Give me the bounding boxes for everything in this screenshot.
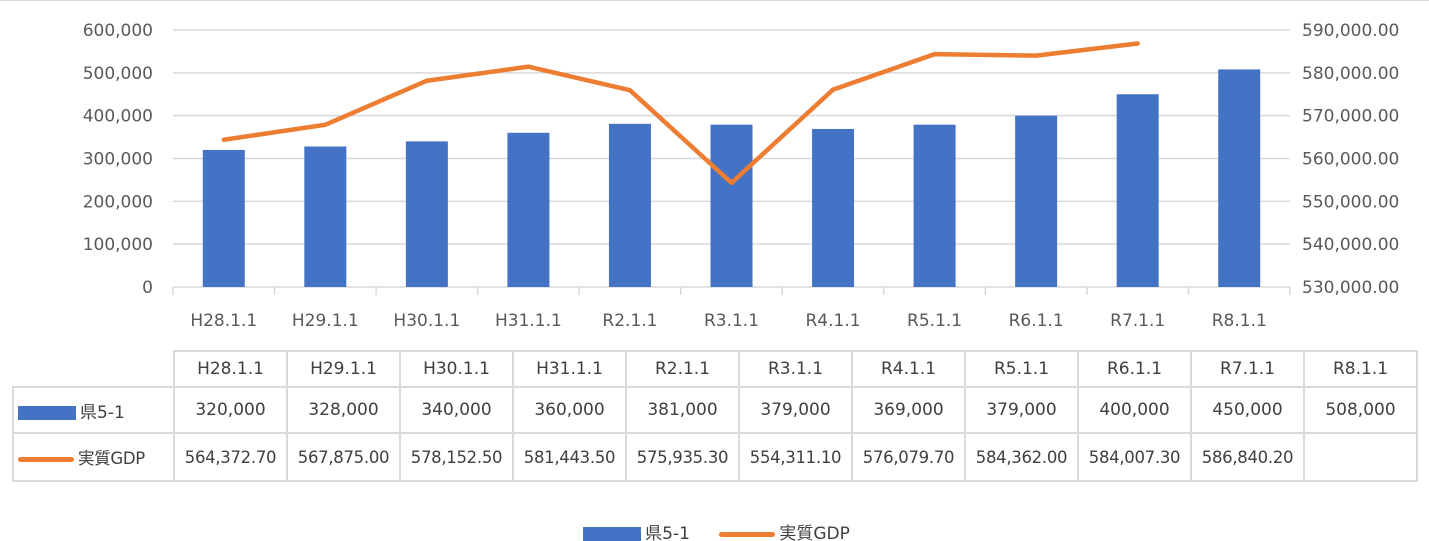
table-cell-bar-value: 360,000 (512, 386, 627, 434)
legend-label: 県5-1 (645, 524, 690, 541)
chart-plot: 0 100,000 200,000 300,000 400,000 500,000 600,… (83, 21, 1400, 331)
table-header-cell: H29.1.1 (286, 350, 401, 388)
bar (405, 141, 448, 287)
y-left-tick-label: 100,000 (83, 235, 153, 255)
gdp-line (221, 41, 1140, 186)
x-tick-label: H29.1.1 (292, 311, 359, 331)
x-tick-label: R6.1.1 (1009, 311, 1064, 331)
table-row-label-bar: 県5-1 (12, 386, 175, 434)
y-right-tick-label: 540,000.00 (1302, 235, 1399, 255)
bar (608, 123, 651, 288)
bar (1218, 69, 1261, 287)
table-header-cell: R3.1.1 (738, 350, 853, 388)
table-cell-gdp-value: 581,443.50 (512, 432, 627, 482)
bar-swatch-icon (18, 405, 76, 420)
table-cell-gdp-value: 586,840.20 (1190, 432, 1305, 482)
table-cell-bar-value: 340,000 (399, 386, 514, 434)
y-right-tick-label: 530,000.00 (1302, 278, 1399, 298)
table-cell-bar-value: 381,000 (625, 386, 740, 434)
bar (1015, 115, 1058, 288)
y-left-tick-label: 600,000 (83, 21, 153, 41)
table-cell-bar-value: 369,000 (851, 386, 966, 434)
table-header-cell: H28.1.1 (173, 350, 288, 388)
table-cell-gdp-value: 567,875.00 (286, 432, 401, 482)
bar-swatch-icon (583, 527, 642, 541)
data-table: H28.1.1 H29.1.1 H30.1.1 H31.1.1 R2.1.1 R3.1.1… (12, 350, 1418, 482)
y-left-tick-label: 400,000 (83, 107, 153, 127)
table-cell-gdp-value: 575,935.30 (625, 432, 740, 482)
table-cell-bar-value: 379,000 (964, 386, 1079, 434)
table-cell-bar-value: 328,000 (286, 386, 401, 434)
y-left-tick-label: 500,000 (83, 64, 153, 84)
table-header-cell: R8.1.1 (1303, 350, 1418, 388)
y-left-tick-label: 0 (142, 278, 153, 298)
x-tick-label: R8.1.1 (1212, 311, 1267, 331)
x-tick-label: R7.1.1 (1110, 311, 1165, 331)
bar (913, 124, 956, 287)
y-right-tick-label: 550,000.00 (1302, 192, 1399, 212)
line-swatch-icon (719, 531, 776, 537)
table-header-cell: H30.1.1 (399, 350, 514, 388)
table-cell-gdp-value: 578,152.50 (399, 432, 514, 482)
table-header-cell: R6.1.1 (1077, 350, 1192, 388)
y-right-tick-label: 590,000.00 (1302, 21, 1399, 41)
series-name: 実質GDP (78, 449, 145, 468)
table-cell-bar-value: 320,000 (173, 386, 288, 434)
x-tick-label: R4.1.1 (806, 311, 861, 331)
table-header-cell: R7.1.1 (1190, 350, 1305, 388)
y-right-tick-label: 560,000.00 (1302, 150, 1399, 170)
table-header-cell: R4.1.1 (851, 350, 966, 388)
bar (507, 132, 550, 287)
bar (202, 149, 245, 287)
bar (812, 128, 855, 287)
table-header-cell: R5.1.1 (964, 350, 1079, 388)
x-tick-label: H30.1.1 (393, 311, 460, 331)
table-cell-bar-value: 450,000 (1190, 386, 1305, 434)
table-cell-gdp-value: 554,311.10 (738, 432, 853, 482)
legend-item-line[interactable]: 実質GDP (715, 524, 850, 541)
bar (1116, 94, 1159, 287)
table-cell-gdp-value: 564,372.70 (173, 432, 288, 482)
y-left-tick-label: 300,000 (83, 150, 153, 170)
x-tick-label: R2.1.1 (602, 311, 657, 331)
table-cell-gdp-value: 584,362.00 (964, 432, 1079, 482)
series-name: 県5-1 (80, 402, 125, 423)
table-cell-gdp-value: 584,007.30 (1077, 432, 1192, 482)
bar (710, 124, 753, 287)
bar (304, 146, 347, 287)
legend: 県5-1 実質GDP (0, 519, 1429, 541)
table-cell-gdp-value: 576,079.70 (851, 432, 966, 482)
x-tick-label: H31.1.1 (495, 311, 562, 331)
line-swatch-icon (18, 457, 74, 462)
table-cell-bar-value: 508,000 (1303, 386, 1418, 434)
x-tick-label: R3.1.1 (704, 311, 759, 331)
x-tick-label: H28.1.1 (190, 311, 257, 331)
table-cell-gdp-value (1303, 432, 1418, 482)
table-cell-bar-value: 400,000 (1077, 386, 1192, 434)
legend-label: 実質GDP (779, 524, 850, 541)
table-row-label-line: 実質GDP (12, 432, 175, 482)
table-corner (13, 351, 175, 388)
table-header-cell: R2.1.1 (625, 350, 740, 388)
y-right-tick-label: 570,000.00 (1302, 107, 1399, 127)
y-right-tick-label: 580,000.00 (1302, 64, 1399, 84)
y-left-tick-label: 200,000 (83, 192, 153, 212)
legend-item-bar[interactable]: 県5-1 (579, 524, 690, 541)
table-header-cell: H31.1.1 (512, 350, 627, 388)
table-cell-bar-value: 379,000 (738, 386, 853, 434)
x-tick-label: R5.1.1 (907, 311, 962, 331)
